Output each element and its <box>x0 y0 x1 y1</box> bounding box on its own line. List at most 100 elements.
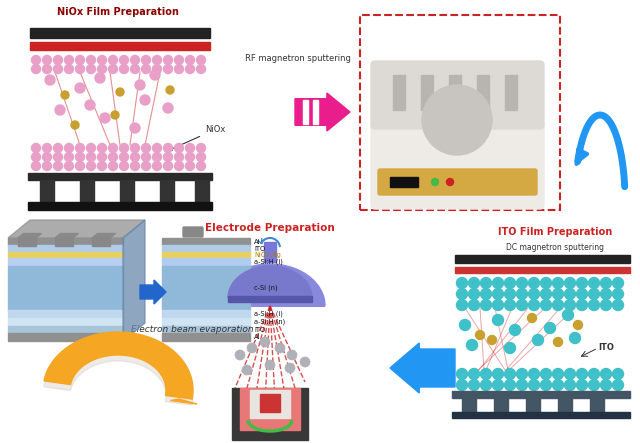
Circle shape <box>65 152 74 162</box>
Polygon shape <box>162 258 250 266</box>
Circle shape <box>109 152 118 162</box>
Bar <box>160 180 174 205</box>
Bar <box>260 394 280 412</box>
Circle shape <box>481 369 492 380</box>
Bar <box>494 398 508 415</box>
Circle shape <box>86 55 95 65</box>
Circle shape <box>481 288 492 299</box>
Circle shape <box>600 277 611 288</box>
Circle shape <box>163 65 173 74</box>
Circle shape <box>564 369 575 380</box>
Bar <box>92 237 110 246</box>
Text: Al: Al <box>254 238 260 245</box>
Polygon shape <box>8 318 123 326</box>
Bar <box>449 75 461 110</box>
Circle shape <box>175 65 184 74</box>
Circle shape <box>65 65 74 74</box>
Bar <box>390 177 418 187</box>
Circle shape <box>109 144 118 152</box>
Circle shape <box>54 152 63 162</box>
Circle shape <box>95 73 105 83</box>
Circle shape <box>131 162 140 171</box>
Circle shape <box>131 144 140 152</box>
Circle shape <box>120 152 129 162</box>
Circle shape <box>476 330 484 339</box>
Circle shape <box>541 369 552 380</box>
Circle shape <box>612 380 623 390</box>
Circle shape <box>589 288 600 299</box>
Circle shape <box>42 152 51 162</box>
Circle shape <box>573 320 582 330</box>
Circle shape <box>577 299 588 311</box>
Circle shape <box>86 65 95 74</box>
Circle shape <box>141 144 150 152</box>
Circle shape <box>529 369 540 380</box>
Bar <box>120 180 134 205</box>
Text: NiOx:Ag: NiOx:Ag <box>254 252 281 258</box>
Circle shape <box>509 325 520 335</box>
Text: Electron beam evaporation: Electron beam evaporation <box>131 326 253 334</box>
Circle shape <box>97 55 106 65</box>
Circle shape <box>31 65 40 74</box>
Circle shape <box>577 277 588 288</box>
Bar <box>452 412 630 418</box>
Circle shape <box>612 299 623 311</box>
Circle shape <box>54 55 63 65</box>
Circle shape <box>589 299 600 311</box>
Text: ITO: ITO <box>254 245 265 252</box>
Circle shape <box>65 55 74 65</box>
Polygon shape <box>8 333 123 341</box>
Text: a-Si:H (n): a-Si:H (n) <box>254 319 285 325</box>
Bar <box>28 173 212 180</box>
Circle shape <box>76 65 84 74</box>
Circle shape <box>456 288 467 299</box>
Polygon shape <box>8 266 123 310</box>
Bar <box>590 398 604 415</box>
Circle shape <box>285 363 295 373</box>
Bar <box>55 237 73 246</box>
Circle shape <box>120 162 129 171</box>
Bar <box>477 75 489 110</box>
Circle shape <box>504 277 515 288</box>
Circle shape <box>612 277 623 288</box>
Circle shape <box>564 299 575 311</box>
Circle shape <box>275 343 285 353</box>
Circle shape <box>589 369 600 380</box>
Circle shape <box>111 111 119 119</box>
Circle shape <box>55 105 65 115</box>
Circle shape <box>552 277 563 288</box>
Circle shape <box>109 162 118 171</box>
Circle shape <box>529 380 540 390</box>
Polygon shape <box>162 333 250 341</box>
Circle shape <box>120 65 129 74</box>
Bar <box>393 75 405 110</box>
Circle shape <box>196 144 205 152</box>
Circle shape <box>175 55 184 65</box>
FancyBboxPatch shape <box>378 169 537 195</box>
Circle shape <box>186 152 195 162</box>
Circle shape <box>65 162 74 171</box>
Circle shape <box>186 162 195 171</box>
Circle shape <box>481 380 492 390</box>
Bar <box>462 398 476 415</box>
Circle shape <box>163 144 173 152</box>
Circle shape <box>468 369 479 380</box>
Circle shape <box>140 95 150 105</box>
Circle shape <box>152 55 161 65</box>
Bar <box>455 267 630 273</box>
Bar <box>264 242 276 262</box>
Circle shape <box>141 152 150 162</box>
Polygon shape <box>8 310 123 318</box>
Circle shape <box>247 343 257 353</box>
Circle shape <box>493 277 504 288</box>
Circle shape <box>97 65 106 74</box>
Text: ITO: ITO <box>598 343 614 353</box>
Circle shape <box>163 103 173 113</box>
Circle shape <box>552 369 563 380</box>
Circle shape <box>97 144 106 152</box>
Circle shape <box>481 299 492 311</box>
Circle shape <box>76 162 84 171</box>
Circle shape <box>456 277 467 288</box>
Text: RF magnetron sputtering: RF magnetron sputtering <box>245 54 351 62</box>
Circle shape <box>467 339 477 350</box>
